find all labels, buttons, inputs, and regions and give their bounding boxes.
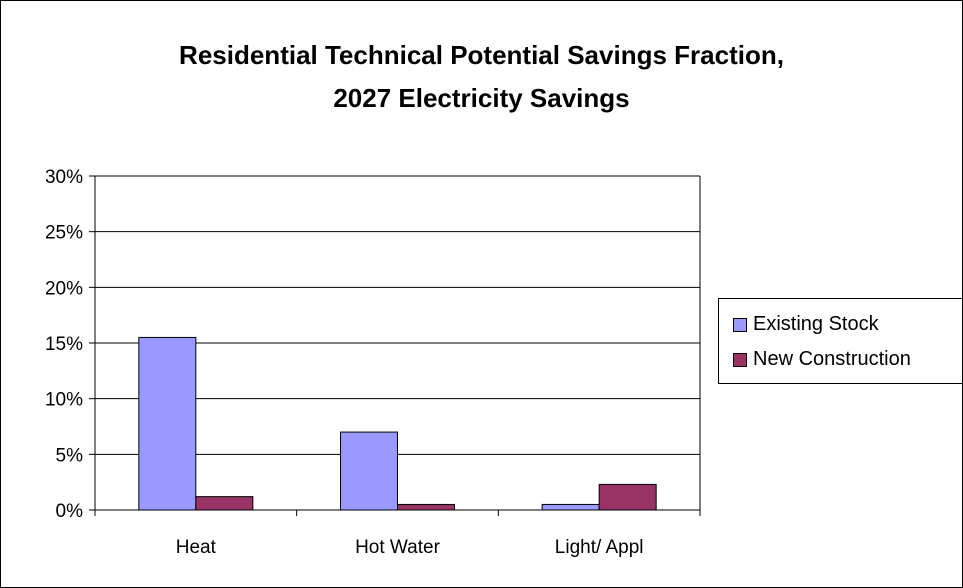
chart-title-line2: 2027 Electricity Savings (333, 83, 630, 113)
x-category-label: Light/ Appl (555, 537, 644, 558)
bar-new-construction-0 (195, 496, 254, 511)
bar-existing-stock-1 (340, 431, 398, 511)
y-tick-label: 15% (45, 334, 83, 355)
bar-existing-stock-2 (541, 503, 600, 511)
y-tick-label: 30% (45, 167, 83, 188)
y-tick-label: 0% (56, 501, 84, 522)
bar-existing-stock-0 (138, 336, 197, 511)
x-category-label: Hot Water (355, 537, 440, 558)
chart-title: Residential Technical Potential Savings … (0, 34, 963, 120)
legend-label-new-construction: New Construction (753, 348, 911, 370)
bar-new-construction-1 (397, 503, 455, 511)
bar-new-construction-2 (598, 483, 657, 511)
legend-item-new-construction: New Construction (733, 348, 911, 371)
legend: Existing Stock New Construction (718, 298, 963, 384)
x-category-label: Heat (176, 537, 217, 558)
y-tick-label: 25% (45, 223, 83, 244)
legend-label-existing-stock: Existing Stock (753, 313, 879, 335)
legend-item-existing-stock: Existing Stock (733, 313, 879, 336)
y-tick-label: 5% (56, 445, 84, 466)
legend-swatch-new-construction (733, 352, 747, 367)
y-tick-label: 10% (45, 390, 83, 411)
chart-title-line1: Residential Technical Potential Savings … (179, 40, 784, 70)
legend-swatch-existing-stock (733, 317, 747, 332)
y-tick-label: 20% (45, 278, 83, 299)
